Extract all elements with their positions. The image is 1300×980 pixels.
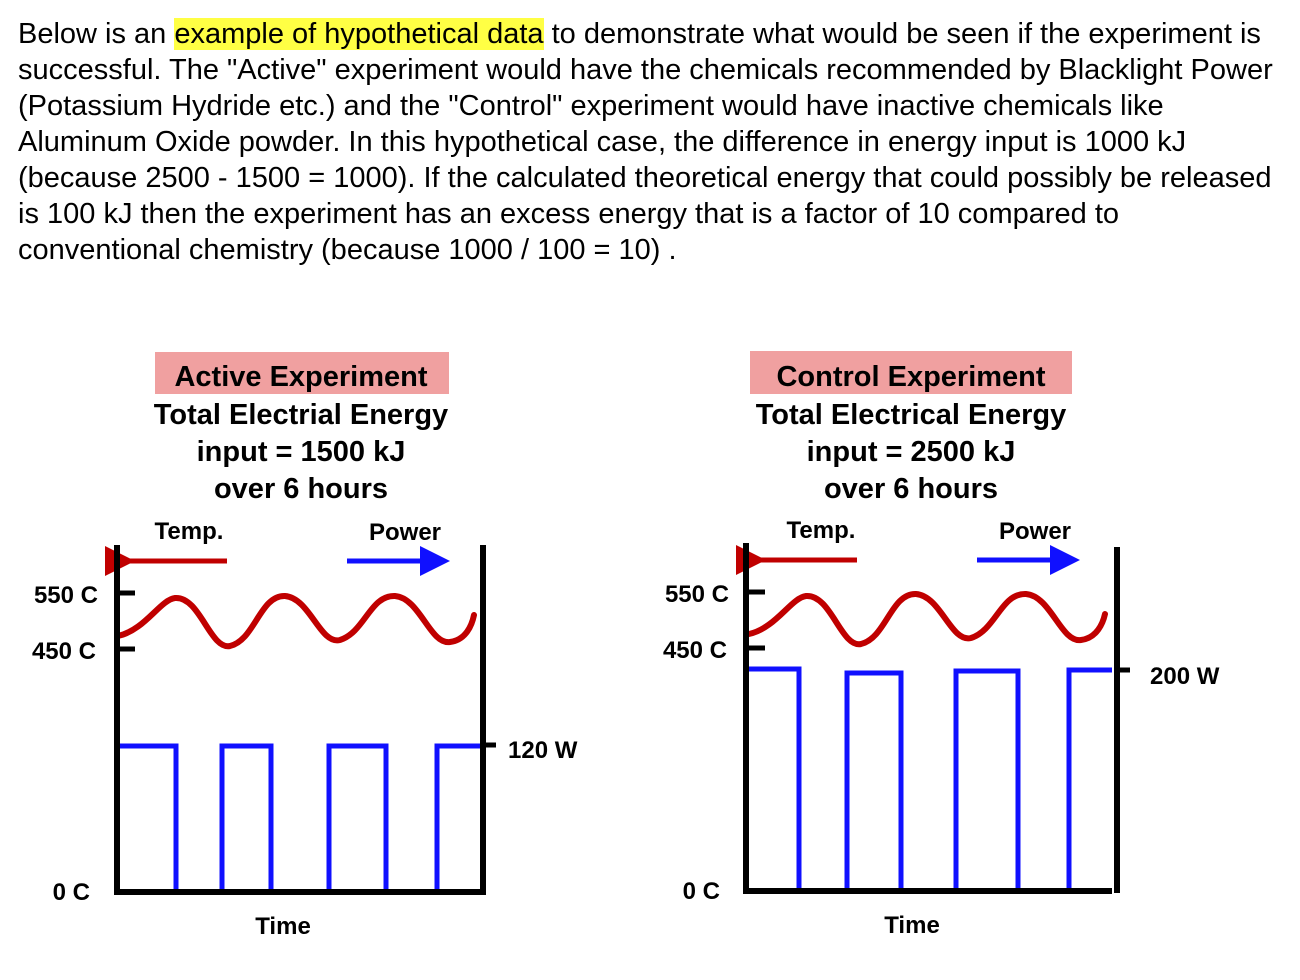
intro-text-before: Below is an	[18, 18, 175, 50]
control-energy-line2: input = 2500 kJ	[807, 436, 1016, 468]
active-temp-label: Temp.	[155, 518, 224, 545]
active-tick-450: 450 C	[32, 638, 96, 665]
active-title-highlight	[155, 352, 449, 394]
active-xlabel: Time	[255, 913, 311, 940]
active-energy-line3: over 6 hours	[214, 473, 388, 505]
intro-text-after: to demonstrate what would be seen if the…	[18, 18, 1273, 266]
control-tick-0: 0 C	[683, 878, 720, 905]
control-power-label: Power	[999, 518, 1071, 545]
active-tick-550: 550 C	[34, 582, 98, 609]
active-temp-curve	[115, 592, 477, 650]
active-power-label: Power	[369, 519, 441, 546]
intro-highlight: example of hypothetical data	[174, 18, 544, 50]
control-tick-450: 450 C	[663, 637, 727, 664]
active-power-tick: 120 W	[508, 737, 578, 764]
control-title-highlight	[750, 351, 1072, 394]
control-power-line	[747, 666, 1112, 894]
active-tick-0: 0 C	[53, 879, 90, 906]
active-panel: Active Experiment Total Electrial Energy…	[32, 352, 578, 940]
active-energy-line1: Total Electrial Energy	[154, 399, 448, 431]
control-panel: Control Experiment Total Electrical Ener…	[663, 351, 1220, 939]
control-temp-label: Temp.	[787, 517, 856, 544]
control-energy-line1: Total Electrical Energy	[756, 399, 1067, 431]
control-power-tick: 200 W	[1150, 663, 1220, 690]
control-energy-line3: over 6 hours	[824, 473, 998, 505]
control-xlabel: Time	[884, 912, 940, 939]
control-temp-curve	[746, 590, 1108, 648]
active-power-line	[118, 743, 482, 895]
active-title: Active Experiment	[174, 361, 427, 393]
intro-paragraph: Below is an example of hypothetical data…	[18, 16, 1288, 268]
control-title: Control Experiment	[776, 361, 1045, 393]
active-energy-line2: input = 1500 kJ	[197, 436, 406, 468]
control-tick-550: 550 C	[665, 581, 729, 608]
